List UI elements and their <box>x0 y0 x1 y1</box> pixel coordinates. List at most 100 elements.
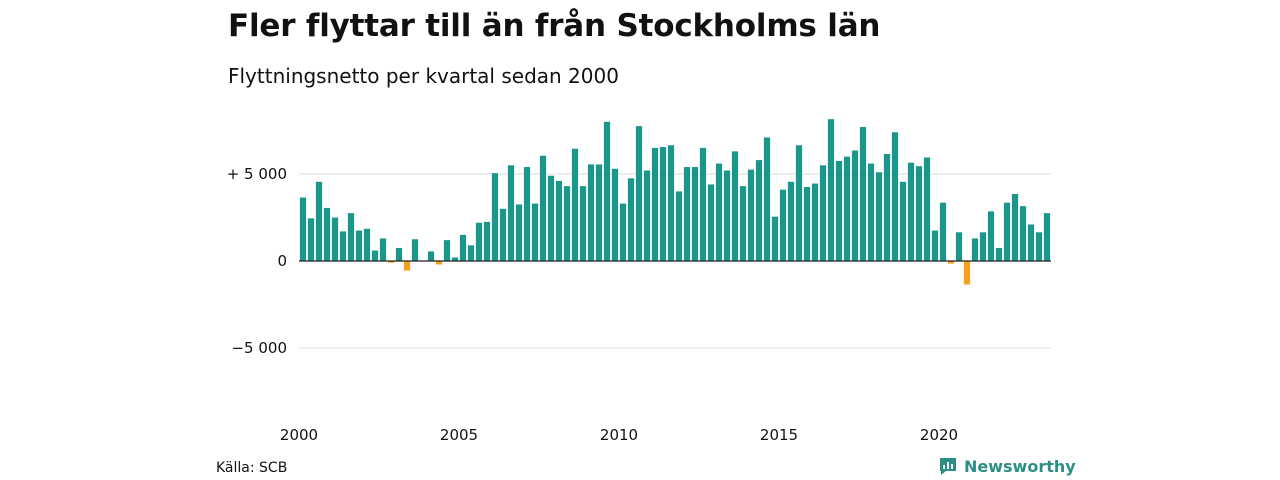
bar <box>387 261 395 263</box>
bar <box>587 164 595 261</box>
bar <box>499 208 507 261</box>
bar <box>739 186 747 261</box>
bar <box>707 184 715 261</box>
bar <box>835 160 843 261</box>
bar <box>1019 206 1027 261</box>
bar <box>371 250 379 261</box>
bar <box>987 211 995 261</box>
bar <box>891 132 899 261</box>
newsworthy-logo: Newsworthy <box>938 456 1076 476</box>
bars <box>299 119 1051 285</box>
bar <box>811 183 819 261</box>
source-note: Källa: SCB <box>216 460 288 476</box>
bar <box>571 148 579 261</box>
bar <box>579 186 587 261</box>
bar <box>763 137 771 261</box>
bar <box>747 169 755 261</box>
bar <box>995 247 1003 261</box>
chart-title: Fler flyttar till än från Stockholms län <box>228 8 881 44</box>
x-tick-label: 2015 <box>760 426 798 444</box>
bar <box>539 155 547 261</box>
bar <box>379 238 387 261</box>
bar <box>355 230 363 261</box>
bar <box>563 186 571 261</box>
bar <box>523 167 531 261</box>
bar <box>459 234 467 261</box>
bar <box>971 238 979 261</box>
bar <box>555 180 563 261</box>
bar <box>363 228 371 261</box>
x-tick-label: 2005 <box>440 426 478 444</box>
bar <box>611 168 619 261</box>
bar <box>899 181 907 261</box>
bar <box>627 178 635 261</box>
y-tick-label: + 5 000 <box>227 165 287 183</box>
x-axis-labels: 2000 2005 2010 2015 2020 <box>280 426 958 444</box>
bar <box>491 173 499 261</box>
bar <box>755 160 763 261</box>
bar <box>883 153 891 261</box>
bar <box>723 170 731 261</box>
bar <box>907 162 915 261</box>
newsworthy-logo-icon <box>938 456 958 476</box>
bar <box>299 197 307 261</box>
bar <box>795 145 803 261</box>
bar <box>867 163 875 261</box>
bar <box>515 204 523 261</box>
bar <box>1035 232 1043 261</box>
bar <box>851 150 859 261</box>
bar <box>731 151 739 261</box>
bar <box>875 172 883 261</box>
bar <box>603 121 611 261</box>
bar <box>787 181 795 261</box>
y-tick-label: 0 <box>277 252 287 270</box>
bar <box>683 167 691 261</box>
bar <box>339 231 347 261</box>
bar <box>403 261 411 271</box>
bar <box>931 230 939 261</box>
bar <box>1011 194 1019 261</box>
bar <box>803 187 811 261</box>
bar <box>955 232 963 261</box>
bar <box>643 170 651 261</box>
bar <box>507 165 515 261</box>
y-axis-labels: + 5 000 0 −5 000 <box>227 165 287 357</box>
bar <box>475 222 483 261</box>
bar <box>331 217 339 261</box>
x-tick-label: 2010 <box>600 426 638 444</box>
bar <box>531 203 539 261</box>
bar <box>547 175 555 261</box>
bar <box>323 207 331 261</box>
bar <box>1043 213 1051 261</box>
bar <box>435 261 443 265</box>
bar <box>651 147 659 261</box>
bar <box>779 189 787 261</box>
bar <box>595 164 603 261</box>
bar <box>619 203 627 261</box>
bar <box>947 261 955 264</box>
bar <box>659 147 667 261</box>
bar <box>859 127 867 262</box>
bar <box>1027 224 1035 261</box>
x-tick-label: 2020 <box>920 426 958 444</box>
bar <box>467 245 475 261</box>
bar <box>1003 202 1011 261</box>
bar <box>347 213 355 261</box>
bar <box>427 251 435 261</box>
bar <box>635 126 643 262</box>
bar <box>483 221 491 261</box>
bar <box>699 147 707 261</box>
bar <box>915 166 923 261</box>
bar <box>963 261 971 285</box>
bar <box>939 202 947 261</box>
bar <box>395 247 403 261</box>
bar <box>843 156 851 261</box>
bar <box>979 232 987 261</box>
logo-text: Newsworthy <box>964 456 1076 476</box>
bar <box>315 181 323 261</box>
y-tick-label: −5 000 <box>231 339 287 357</box>
bar <box>411 239 419 261</box>
bar <box>819 165 827 261</box>
bar <box>827 119 835 261</box>
